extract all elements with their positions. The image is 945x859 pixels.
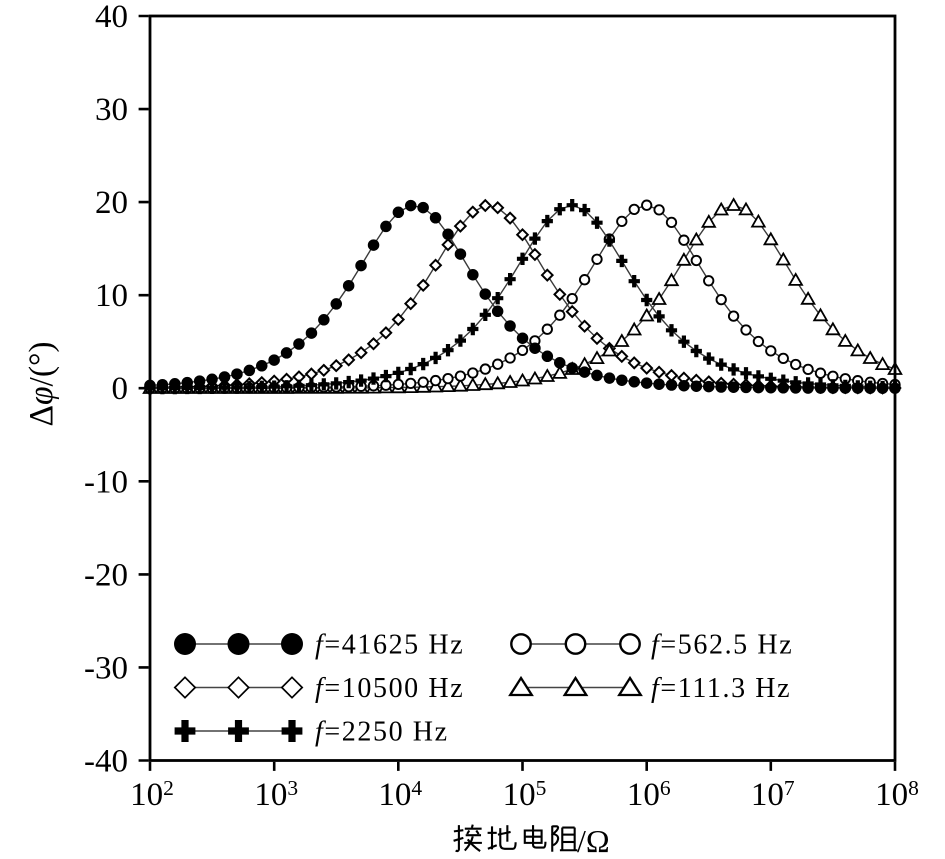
svg-text:-10: -10 bbox=[84, 464, 128, 500]
svg-text:0: 0 bbox=[112, 371, 129, 407]
svg-text:105: 105 bbox=[503, 776, 547, 813]
svg-text:f=10500 Hz: f=10500 Hz bbox=[315, 673, 464, 704]
svg-text:f=562.5 Hz: f=562.5 Hz bbox=[651, 630, 793, 661]
svg-text:-40: -40 bbox=[84, 744, 128, 780]
svg-text:-20: -20 bbox=[84, 557, 128, 593]
svg-text:103: 103 bbox=[254, 776, 298, 813]
svg-text:40: 40 bbox=[95, 0, 128, 35]
svg-text:30: 30 bbox=[95, 92, 128, 128]
svg-text:/Ω: /Ω bbox=[577, 823, 610, 859]
svg-text:20: 20 bbox=[95, 185, 128, 221]
svg-text:f=41625 Hz: f=41625 Hz bbox=[315, 630, 464, 661]
svg-text:-30: -30 bbox=[84, 650, 128, 686]
svg-text:f=2250 Hz: f=2250 Hz bbox=[315, 717, 449, 748]
svg-text:f=111.3 Hz: f=111.3 Hz bbox=[651, 673, 791, 704]
svg-text:10: 10 bbox=[95, 278, 128, 314]
svg-text:Δφ/(°): Δφ/(°) bbox=[23, 341, 60, 426]
